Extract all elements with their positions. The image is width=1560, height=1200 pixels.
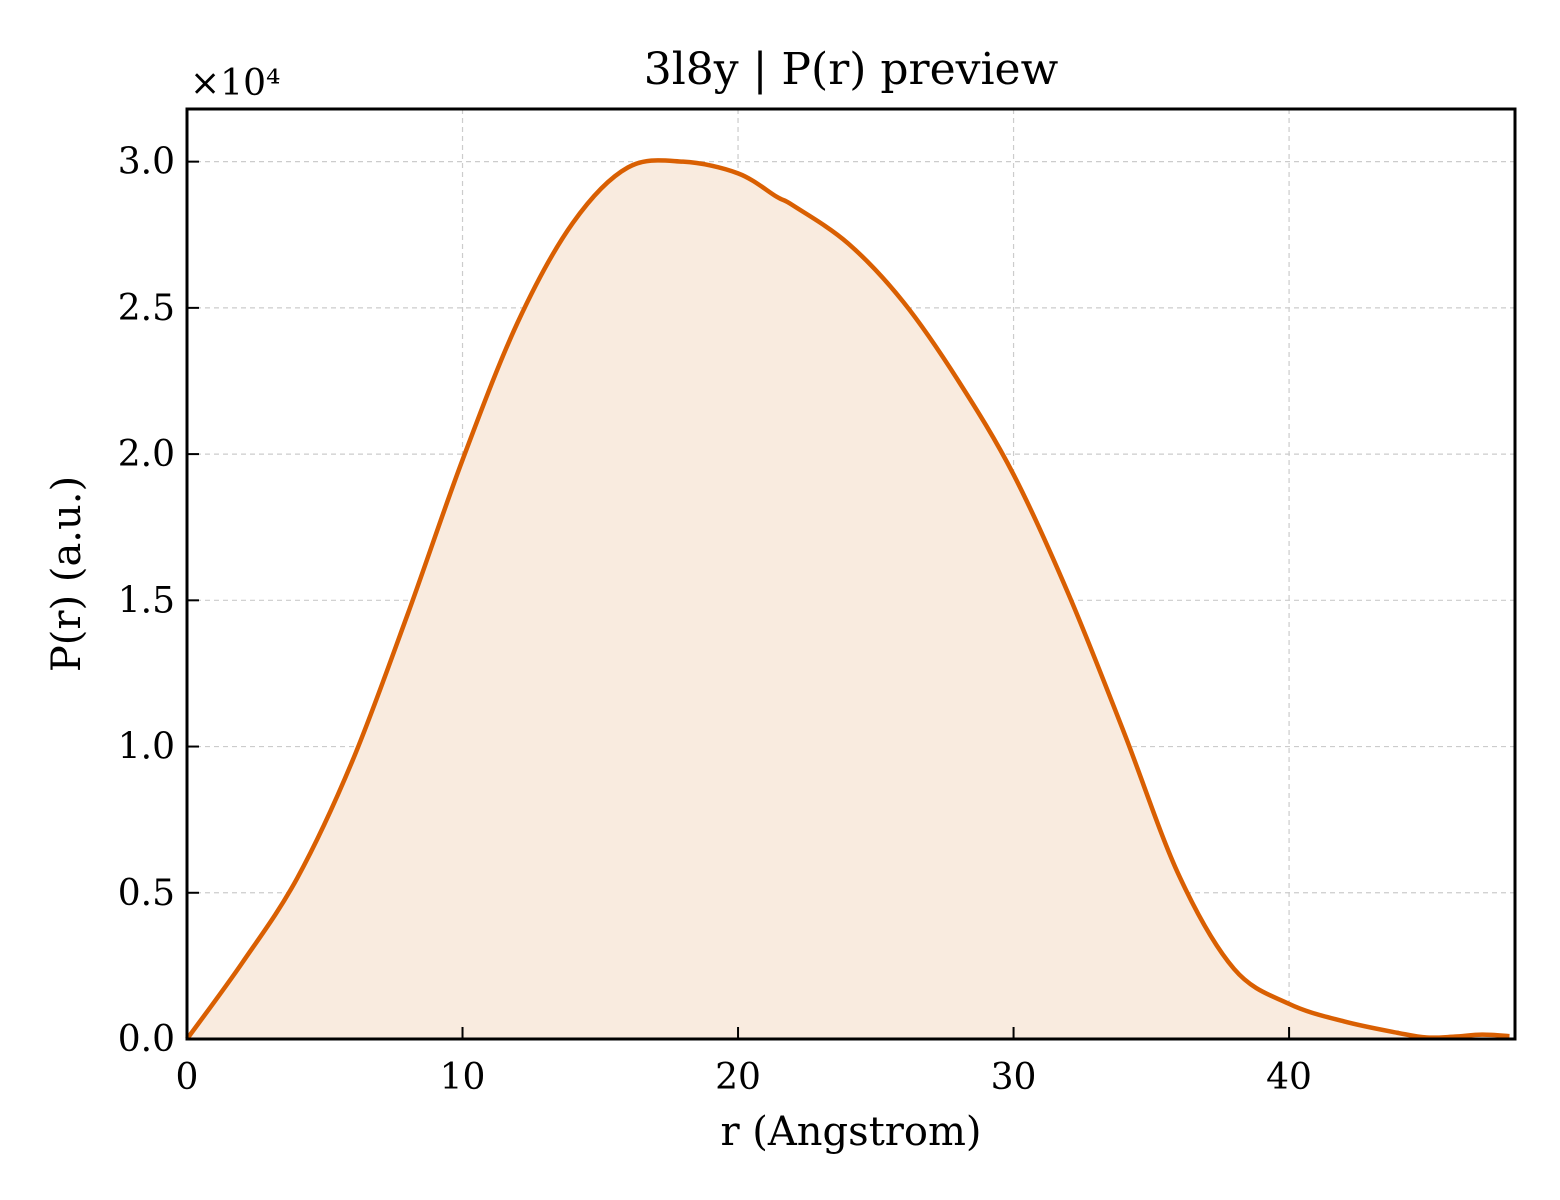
y-tick-label: 1.0 xyxy=(118,727,175,768)
y-tick-label: 0.0 xyxy=(118,1019,175,1060)
y-tick-label: 3.0 xyxy=(118,142,175,183)
pr-area-fill xyxy=(187,160,1510,1039)
y-multiplier: ×10⁴ xyxy=(190,63,280,104)
x-axis-label: r (Angstrom) xyxy=(720,1109,981,1155)
x-tick-label: 20 xyxy=(715,1057,761,1098)
plot-frame xyxy=(185,107,1517,1041)
x-tick-label: 30 xyxy=(991,1057,1037,1098)
y-tick-label: 2.0 xyxy=(118,434,175,475)
y-tick-label: 0.5 xyxy=(118,873,175,914)
y-axis-label: P(r) (a.u.) xyxy=(44,476,90,672)
y-tick-label: 2.5 xyxy=(118,288,175,329)
pr-series-line xyxy=(185,158,1510,1041)
y-tick-label: 1.5 xyxy=(118,580,175,621)
axis-ticks xyxy=(186,160,1291,1040)
chart-title: 3l8y | P(r) preview xyxy=(644,44,1059,95)
x-tick-label: 10 xyxy=(440,1057,486,1098)
x-tick-label: 40 xyxy=(1266,1057,1312,1098)
x-tick-label: 0 xyxy=(176,1057,199,1098)
